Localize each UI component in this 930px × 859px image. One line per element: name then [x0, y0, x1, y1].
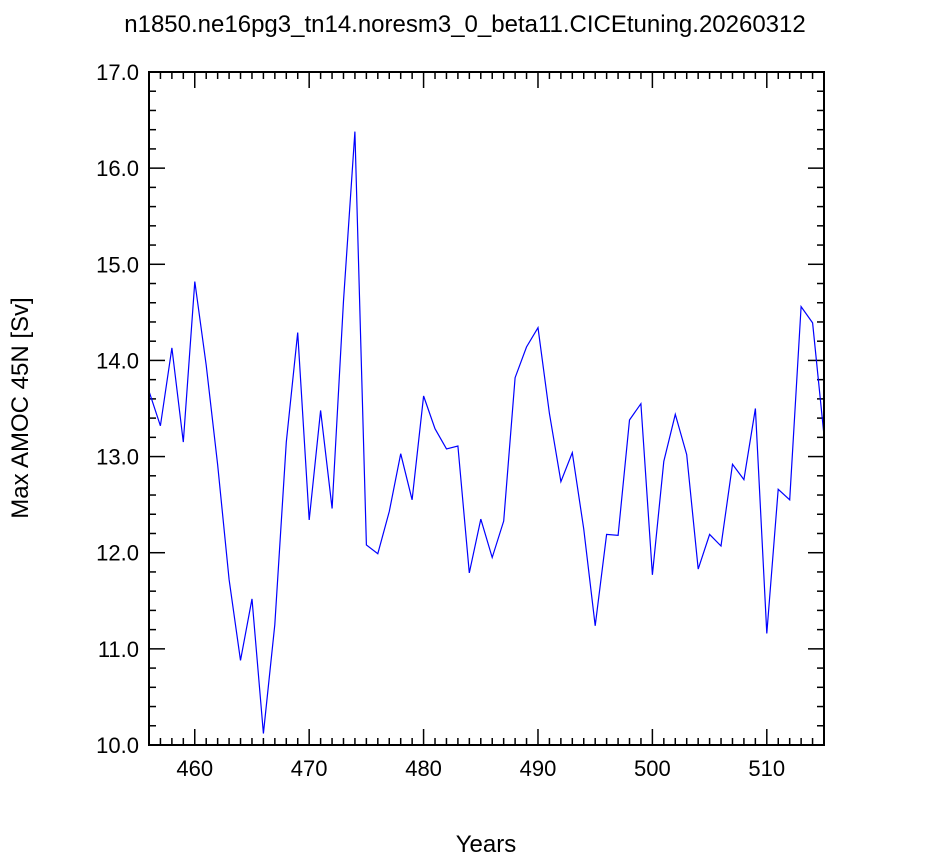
y-tick-label: 16.0: [96, 156, 139, 181]
y-tick-label: 17.0: [96, 60, 139, 85]
y-tick-label: 14.0: [96, 348, 139, 373]
chart-title: n1850.ne16pg3_tn14.noresm3_0_beta11.CICE…: [124, 11, 805, 38]
y-tick-label: 13.0: [96, 445, 139, 470]
series-line: [148, 131, 825, 734]
x-tick-label: 490: [520, 756, 557, 781]
y-tick-label: 15.0: [96, 252, 139, 277]
y-tick-label: 11.0: [98, 637, 139, 662]
plot-frame: [148, 71, 825, 746]
x-axis-label: Years: [456, 831, 517, 858]
y-tick-label: 12.0: [96, 541, 139, 566]
y-axis-label: Max AMOC 45N [Sv]: [7, 297, 34, 518]
y-tick-label: 10.0: [96, 733, 139, 758]
x-tick-label: 500: [634, 756, 671, 781]
x-tick-label: 510: [748, 756, 785, 781]
axis-ticks: [148, 71, 825, 746]
x-tick-label: 470: [291, 756, 328, 781]
tick-labels: 460 470 480 490 500 510 10.0 11.0 12.0 13.0 14.0 15…: [96, 60, 785, 781]
x-tick-label: 480: [405, 756, 442, 781]
x-tick-label: 460: [176, 756, 213, 781]
